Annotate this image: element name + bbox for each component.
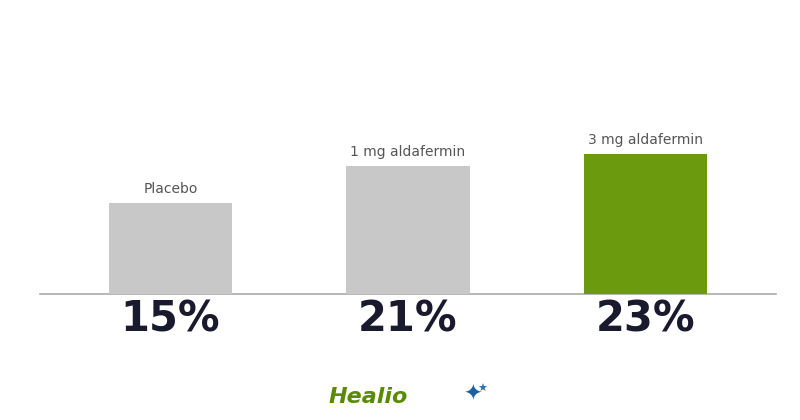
Text: 3 mg aldafermin: 3 mg aldafermin	[588, 133, 703, 147]
Text: ✦: ✦	[462, 385, 482, 405]
Text: Improved fibrosis among patients with metabolic: Improved fibrosis among patients with me…	[110, 34, 690, 54]
Bar	[109, 203, 232, 294]
Text: ★: ★	[477, 384, 487, 394]
Bar	[584, 154, 707, 294]
Text: 15%: 15%	[121, 299, 220, 341]
Text: 1 mg aldafermin: 1 mg aldafermin	[350, 145, 466, 159]
Text: 23%: 23%	[596, 299, 695, 341]
Text: dysfunction-associated steatohepatitis:: dysfunction-associated steatohepatitis:	[166, 82, 634, 102]
Text: Healio: Healio	[328, 387, 408, 407]
Text: Placebo: Placebo	[143, 181, 198, 196]
Text: 21%: 21%	[358, 299, 458, 341]
Bar	[346, 166, 470, 294]
